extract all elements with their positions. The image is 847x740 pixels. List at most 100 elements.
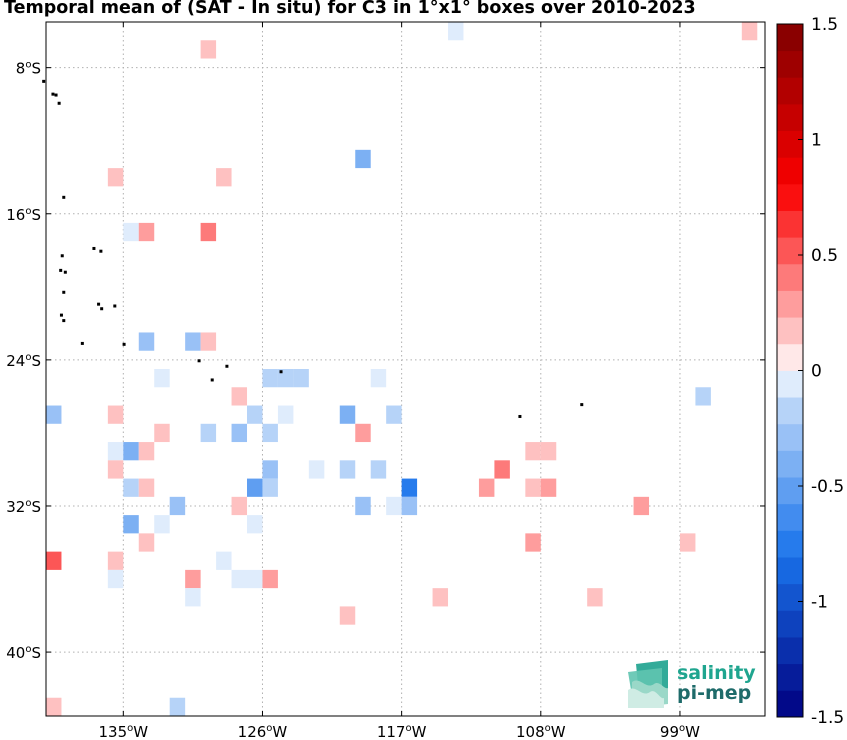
island <box>61 254 64 257</box>
heatmap-cell <box>201 40 216 58</box>
colorbar-level <box>777 237 803 264</box>
heatmap-cell <box>232 497 247 515</box>
heatmap-cell <box>185 588 200 606</box>
heatmap-cell <box>293 369 308 387</box>
heatmap-cell <box>139 223 154 241</box>
heatmap-cell <box>680 533 695 551</box>
colorbar-level <box>777 477 803 504</box>
colorbar-level <box>777 557 803 584</box>
heatmap-cell <box>634 497 649 515</box>
heatmap-cell <box>201 223 216 241</box>
heatmap-cell <box>216 168 231 186</box>
heatmap-cell <box>371 460 386 478</box>
heatmap-cell <box>154 369 169 387</box>
colorbar-tick-label: 0 <box>811 362 822 382</box>
y-tick-label: 24oS <box>6 352 41 370</box>
heatmap-cell <box>355 497 370 515</box>
colorbar-tick-label: -1 <box>811 593 828 613</box>
heatmap-cell <box>139 332 154 350</box>
colorbar-level <box>777 397 803 424</box>
island <box>81 342 84 345</box>
heatmap-cell <box>386 497 401 515</box>
colorbar-tick-label: -0.5 <box>811 477 844 497</box>
heatmap-cell <box>123 515 138 533</box>
heatmap-cell <box>46 406 61 424</box>
heatmap-cell <box>108 460 123 478</box>
heatmap-cell <box>371 369 386 387</box>
island <box>62 319 65 322</box>
heatmap-cell <box>247 406 262 424</box>
heatmap-cell <box>247 570 262 588</box>
colorbar-level <box>777 371 803 398</box>
island <box>123 343 126 346</box>
island <box>42 80 45 83</box>
heatmap-cell <box>262 479 277 497</box>
heatmap-cell <box>185 570 200 588</box>
colorbar-level <box>777 317 803 344</box>
island <box>100 307 103 310</box>
heatmap-cell <box>262 570 277 588</box>
heatmap-cell <box>123 223 138 241</box>
logo-text-salinity: salinity <box>677 662 756 684</box>
heatmap-cell <box>139 442 154 460</box>
heatmap-cell <box>525 533 540 551</box>
x-tick-label: 135oW <box>99 723 149 740</box>
y-tick-label: 8oS <box>16 60 41 78</box>
heatmap-cell <box>309 460 324 478</box>
heatmap-cell <box>232 387 247 405</box>
island <box>58 102 61 105</box>
heatmap-cell <box>695 387 710 405</box>
colorbar-ticks: 1.510.50-0.5-1-1.5 <box>798 15 844 728</box>
island <box>198 359 201 362</box>
colorbar-level <box>777 211 803 238</box>
colorbar-level <box>777 690 803 717</box>
heatmap-cell <box>587 588 602 606</box>
heatmap-cell <box>541 442 556 460</box>
heatmap-cell <box>355 150 370 168</box>
heatmap-cell <box>541 479 556 497</box>
heatmap-cell <box>154 515 169 533</box>
heatmap-cell <box>170 698 185 716</box>
island <box>225 365 228 368</box>
island <box>62 196 65 199</box>
heatmap-cell <box>402 497 417 515</box>
y-tick-label: 40oS <box>6 644 41 662</box>
x-tick-label: 108oW <box>516 723 566 740</box>
island <box>97 303 100 306</box>
heatmap-cell <box>139 533 154 551</box>
colorbar-level <box>777 77 803 104</box>
colorbar-level <box>777 504 803 531</box>
heatmap-cell <box>448 22 463 40</box>
colorbar-level <box>777 530 803 557</box>
heatmap-cell <box>108 406 123 424</box>
island <box>113 304 116 307</box>
colorbar-level <box>777 184 803 211</box>
colorbar-level <box>777 157 803 184</box>
heatmap-cell <box>201 332 216 350</box>
island <box>580 403 583 406</box>
heatmap-cell <box>262 424 277 442</box>
colorbar-level <box>777 24 803 51</box>
colorbar-level <box>777 584 803 611</box>
salinity-pi-mep-logo: salinity pi-mep <box>628 660 756 708</box>
island <box>60 314 63 317</box>
colorbar-tick-label: 1 <box>811 131 822 151</box>
heatmap-cell <box>525 442 540 460</box>
heatmap-cell <box>386 406 401 424</box>
island <box>64 271 67 274</box>
colorbar-level <box>777 344 803 371</box>
heatmap-cell <box>108 442 123 460</box>
heatmap-cell <box>108 570 123 588</box>
heatmap-cell <box>494 460 509 478</box>
heatmap-cell <box>278 406 293 424</box>
heatmap-cell <box>123 479 138 497</box>
island <box>59 269 62 272</box>
colorbar-level <box>777 637 803 664</box>
island <box>211 378 214 381</box>
heatmap-cell <box>154 424 169 442</box>
heatmap-cell <box>46 552 61 570</box>
island <box>280 370 283 373</box>
colorbar-tick-label: 1.5 <box>811 15 838 35</box>
y-tick-label: 32oS <box>6 498 41 516</box>
plot-background <box>46 22 765 716</box>
